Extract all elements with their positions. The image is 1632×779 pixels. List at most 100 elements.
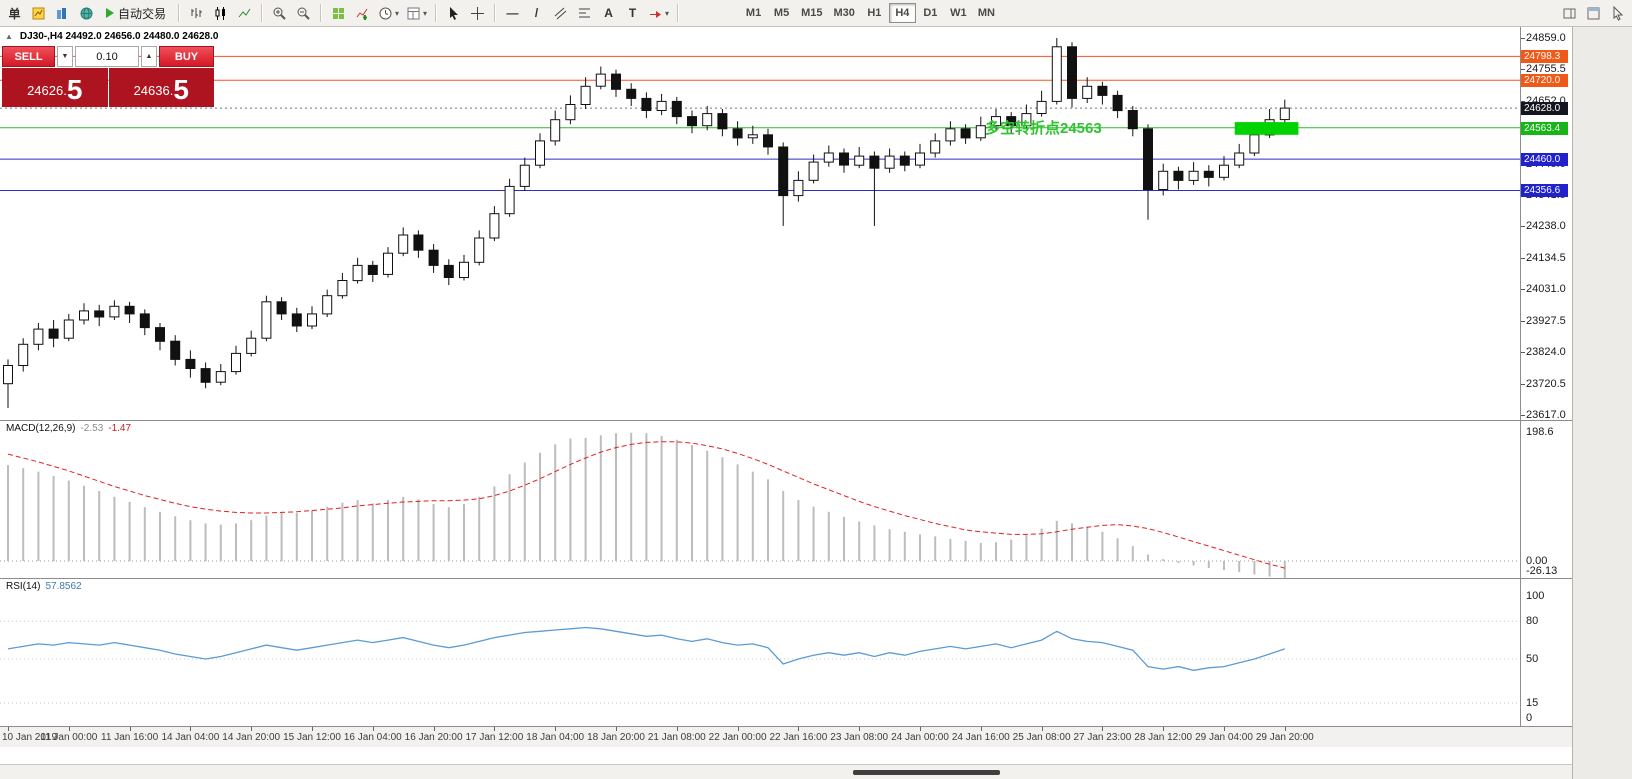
candle-body: [398, 234, 409, 254]
time-tick-label: 16 Jan 04:00: [343, 732, 402, 743]
channel-icon: [554, 7, 567, 19]
trade-buttons-row: SELL ▼ ▲ BUY: [2, 46, 214, 67]
candle-body: [276, 301, 287, 315]
candlestick-chart-button[interactable]: [209, 2, 232, 24]
candle-body: [139, 313, 150, 329]
panel-separator[interactable]: [0, 578, 1572, 579]
bar-chart-icon: [191, 7, 203, 18]
cursor-button[interactable]: [442, 2, 465, 24]
buy-button[interactable]: BUY: [159, 46, 214, 67]
indicators-button[interactable]: [351, 2, 374, 24]
arrows-button[interactable]: ▾: [645, 2, 672, 24]
timeframe-button-h4[interactable]: H4: [888, 3, 916, 23]
timeframe-button-m1[interactable]: M1: [740, 3, 767, 23]
pointer-tool-button[interactable]: [1606, 2, 1629, 24]
scrollbar-thumb[interactable]: [853, 770, 1000, 775]
price-tickmark: [1521, 352, 1525, 353]
time-tickmark: [920, 727, 921, 731]
price-tickmark: [1521, 415, 1525, 416]
bar-chart-button[interactable]: [185, 2, 208, 24]
dock-window-button[interactable]: [1582, 2, 1605, 24]
timeframe-button-m5[interactable]: M5: [768, 3, 795, 23]
periods-button[interactable]: ▾: [375, 2, 402, 24]
price-axis[interactable]: 24859.024755.524652.024548.524445.024341…: [1521, 27, 1572, 726]
chart-shift-icon: [1563, 8, 1576, 18]
candle-body: [79, 310, 89, 321]
collapse-panel-icon[interactable]: ▲: [5, 32, 13, 41]
rsi-panel[interactable]: [0, 578, 1520, 726]
new-order-button[interactable]: 单: [3, 2, 26, 24]
candle-body: [595, 73, 606, 87]
crosshair-button[interactable]: [466, 2, 489, 24]
time-tick-label: 18 Jan 04:00: [526, 732, 585, 743]
horizontal-line-button[interactable]: —: [501, 2, 524, 24]
new-chart-button[interactable]: [27, 2, 50, 24]
volume-decrease-button[interactable]: ▼: [57, 46, 73, 67]
price-level-badge: 24563.4: [1521, 121, 1568, 135]
candle-body: [930, 140, 941, 154]
equidistant-channel-button[interactable]: [549, 2, 572, 24]
volume-input[interactable]: [75, 46, 139, 67]
timeframe-button-h1[interactable]: H1: [861, 3, 888, 23]
chart-window[interactable]: [0, 0, 1572, 752]
timeframe-button-d1[interactable]: D1: [917, 3, 944, 23]
sell-price-display[interactable]: 24626. 5: [2, 68, 108, 107]
candle-body: [991, 116, 1001, 127]
sell-button[interactable]: SELL: [2, 46, 55, 67]
candle-body: [261, 301, 272, 339]
price-tick-label: 24238.0: [1526, 220, 1566, 233]
candle-body: [611, 73, 621, 90]
zoom-in-button[interactable]: [268, 2, 291, 24]
macd-panel[interactable]: [0, 420, 1520, 578]
time-tick-label: 25 Jan 08:00: [1012, 732, 1071, 743]
arrow-shape-icon: [650, 10, 662, 18]
timeframe-button-m30[interactable]: M30: [828, 3, 859, 23]
panel-separator[interactable]: [0, 420, 1572, 421]
candle-body: [63, 319, 74, 339]
chart-shift-button[interactable]: [1558, 2, 1581, 24]
zoom-out-icon: [297, 7, 310, 20]
text-label-button[interactable]: T: [621, 2, 644, 24]
profiles-button[interactable]: [51, 2, 74, 24]
candle-body: [3, 365, 13, 385]
time-axis[interactable]: 10 Jan 2019 11 Jan 00:00 11 Jan 16:00 14 Ja…: [0, 726, 1572, 747]
chart-annotation[interactable]: 多空转折点24563: [985, 120, 1102, 137]
candle-body: [580, 85, 591, 105]
candle-body: [155, 327, 165, 342]
candle-body: [1249, 134, 1260, 154]
timeframe-button-m15[interactable]: M15: [796, 3, 827, 23]
templates-button[interactable]: ▾: [403, 2, 430, 24]
tile-windows-button[interactable]: [327, 2, 350, 24]
macd-scale-label: -26.13: [1526, 565, 1558, 577]
line-chart-icon: [238, 8, 251, 17]
price-tick-label: 24134.5: [1526, 251, 1566, 264]
profiles-icon: [57, 7, 66, 19]
highlight-zone[interactable]: [1234, 122, 1299, 135]
time-tick-label: 29 Jan 20:00: [1255, 732, 1314, 743]
rsi-value: 57.8562: [45, 581, 82, 592]
pointer-icon: [1613, 5, 1624, 21]
price-level-badge: 24798.3: [1521, 50, 1568, 64]
price-chart-panel[interactable]: [0, 27, 1520, 420]
macd-label: MACD(12,26,9) -2.53 -1.47: [6, 423, 131, 434]
candle-body: [1234, 152, 1245, 166]
right-gutter: [1572, 27, 1632, 779]
market-watch-button[interactable]: [75, 2, 98, 24]
candle-body: [170, 340, 181, 360]
line-chart-button[interactable]: [233, 2, 256, 24]
candle-body: [33, 328, 44, 345]
fibonacci-button[interactable]: [573, 2, 596, 24]
candle-body: [1067, 46, 1077, 99]
timeframe-button-mn[interactable]: MN: [973, 3, 1000, 23]
text-button[interactable]: A: [597, 2, 620, 24]
autotrading-button[interactable]: 自动交易: [99, 2, 173, 24]
volume-increase-button[interactable]: ▲: [141, 46, 157, 67]
sell-price-pip: 5: [66, 74, 83, 105]
price-tickmark: [1521, 321, 1525, 322]
trendline-button[interactable]: /: [525, 2, 548, 24]
horizontal-scrollbar[interactable]: [0, 764, 1572, 779]
timeframe-button-w1[interactable]: W1: [945, 3, 972, 23]
buy-price-display[interactable]: 24636. 5: [108, 68, 214, 107]
candle-body: [200, 368, 211, 383]
zoom-out-button[interactable]: [292, 2, 315, 24]
